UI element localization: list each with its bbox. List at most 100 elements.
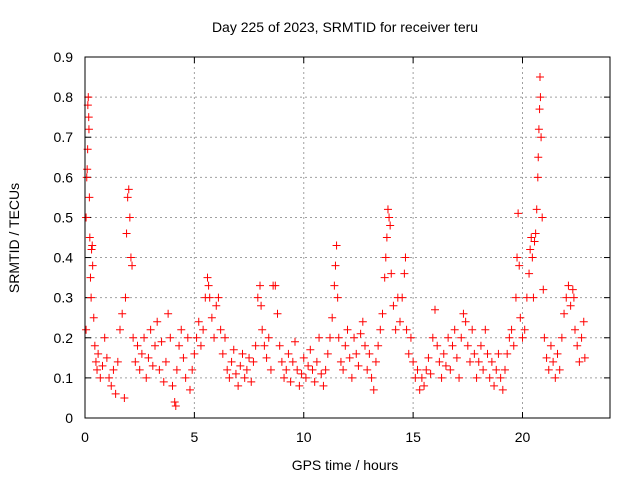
data-point	[100, 333, 109, 342]
data-point	[102, 353, 111, 362]
data-point	[385, 213, 394, 222]
data-point	[579, 317, 588, 326]
data-point	[151, 341, 159, 350]
data-point	[111, 389, 120, 398]
data-point	[401, 253, 410, 262]
data-point	[144, 353, 153, 362]
data-point	[515, 261, 524, 270]
data-point	[297, 369, 306, 378]
data-point	[135, 365, 144, 374]
data-point	[553, 349, 562, 358]
data-point	[172, 365, 181, 374]
data-point	[192, 333, 201, 342]
data-point	[501, 365, 509, 374]
data-point	[183, 333, 192, 342]
y-tick-label: 0.3	[54, 290, 74, 306]
data-point	[87, 245, 96, 254]
data-point	[536, 73, 544, 82]
data-point	[82, 213, 91, 222]
data-point	[389, 301, 398, 310]
data-point	[214, 293, 223, 302]
data-point	[455, 373, 464, 382]
data-point	[306, 345, 315, 354]
data-point	[354, 361, 363, 370]
data-point	[123, 193, 132, 202]
data-point	[536, 93, 545, 102]
y-axis-label: SRMTID / TECUs	[6, 183, 22, 293]
data-point	[347, 373, 356, 382]
data-point	[336, 357, 345, 366]
data-point	[240, 373, 249, 382]
data-point	[118, 309, 127, 318]
data-point	[304, 361, 313, 370]
data-point	[426, 369, 435, 378]
data-point	[84, 93, 93, 102]
data-point	[291, 337, 299, 346]
data-point	[177, 325, 186, 334]
data-point	[382, 233, 391, 242]
data-point	[580, 353, 589, 362]
data-point	[242, 365, 251, 374]
data-point	[271, 281, 280, 290]
data-point	[133, 341, 142, 350]
data-point	[513, 253, 522, 262]
data-point	[168, 381, 177, 390]
data-point	[227, 357, 236, 366]
data-point	[109, 365, 118, 374]
data-point	[569, 293, 578, 302]
data-point	[470, 349, 479, 358]
data-point	[264, 333, 273, 342]
data-point	[334, 333, 343, 342]
data-point	[284, 349, 293, 358]
data-point	[260, 341, 269, 350]
data-point	[518, 333, 527, 342]
data-point	[249, 357, 258, 366]
data-point	[82, 173, 91, 182]
data-point	[459, 309, 468, 318]
data-point	[391, 325, 400, 334]
data-point	[387, 269, 396, 278]
data-point	[365, 349, 374, 358]
data-point	[350, 333, 359, 342]
data-point	[409, 357, 418, 366]
data-point	[383, 205, 392, 214]
data-point	[516, 313, 525, 322]
data-point	[275, 341, 284, 350]
data-point	[286, 377, 295, 386]
data-point	[505, 333, 514, 342]
data-point	[546, 341, 555, 350]
axis-layer: 0 0.1 0.2 0.3 0.4 0.5 0.6 0.7 0.8 0.9 0 5 10 15 20	[54, 49, 610, 445]
data-points-layer	[82, 73, 589, 410]
data-point	[441, 361, 450, 370]
data-point	[186, 385, 194, 394]
data-point	[511, 293, 520, 302]
data-point	[85, 193, 94, 202]
data-point	[562, 293, 571, 302]
data-point	[507, 325, 516, 334]
data-point	[520, 325, 529, 334]
data-point	[273, 309, 282, 318]
data-point	[380, 273, 389, 282]
data-point	[84, 113, 93, 122]
data-point	[120, 393, 129, 402]
data-point	[450, 325, 459, 334]
data-point	[166, 333, 175, 342]
data-point	[218, 349, 227, 358]
data-point	[341, 341, 350, 350]
data-point	[374, 341, 383, 350]
data-point	[153, 317, 162, 326]
data-point	[330, 281, 339, 290]
data-point	[88, 261, 97, 270]
data-point	[277, 357, 286, 366]
data-point	[125, 213, 134, 222]
data-point	[262, 353, 271, 362]
data-point	[428, 333, 437, 342]
data-point	[148, 361, 157, 370]
data-point	[356, 329, 365, 338]
data-point	[328, 313, 337, 322]
data-point	[319, 381, 328, 390]
data-point	[146, 325, 155, 334]
data-point	[444, 333, 453, 342]
data-point	[537, 133, 546, 142]
data-point	[396, 317, 404, 326]
